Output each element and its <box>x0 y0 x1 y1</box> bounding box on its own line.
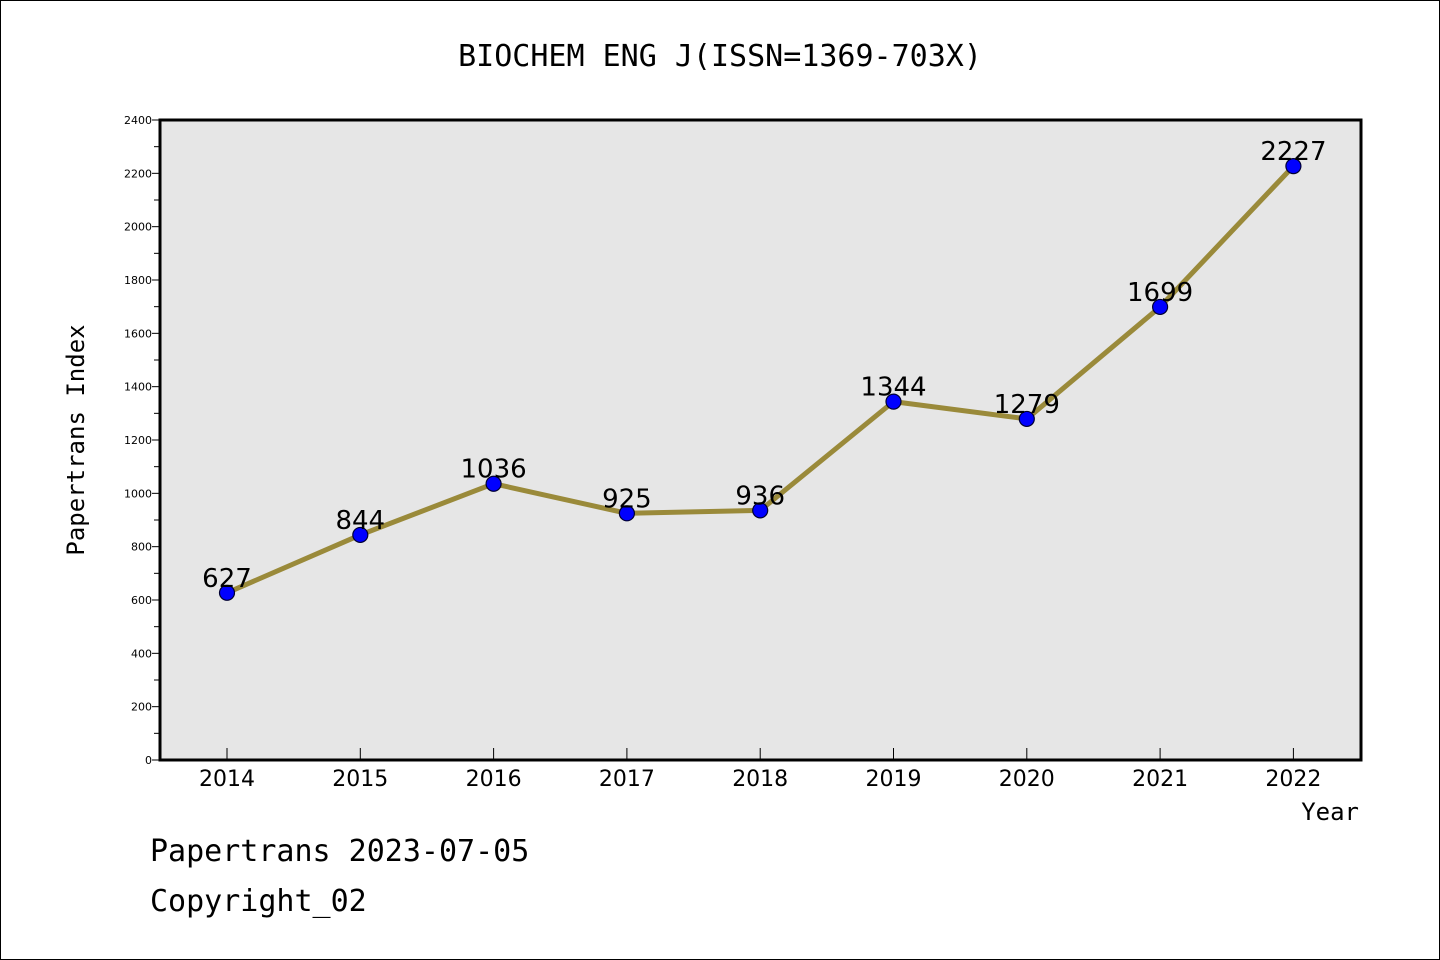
x-tick-label: 2015 <box>332 767 388 792</box>
x-axis: 2014 2015 2016 2017 2018 2019 2020 2021 2022 <box>199 748 1321 792</box>
x-tick-label: 2020 <box>999 767 1055 792</box>
data-label: 627 <box>202 564 252 594</box>
data-point <box>352 526 369 544</box>
data-point <box>218 584 236 601</box>
data-label: 2227 <box>1260 137 1326 167</box>
data-label: 1279 <box>994 390 1060 420</box>
y-tick-label: 1000 <box>124 487 152 500</box>
y-tick-label: 2000 <box>124 221 152 234</box>
x-tick-label: 2017 <box>599 767 655 792</box>
data-label: 936 <box>735 481 785 511</box>
y-tick-label: 1600 <box>124 327 152 340</box>
x-tick-label: 2019 <box>866 767 922 792</box>
plot-area <box>158 118 1363 762</box>
series-layer: 627 844 1036 925 936 1344 1279 1699 2227 <box>202 137 1326 601</box>
x-tick-label: 2016 <box>466 767 522 792</box>
data-point <box>1285 158 1302 175</box>
y-tick-label: 600 <box>131 594 152 607</box>
x-tick-label: 2022 <box>1265 767 1321 792</box>
y-tick-label: 200 <box>131 701 152 714</box>
footer-date: Papertrans 2023-07-05 <box>150 834 530 869</box>
data-point <box>1151 298 1169 316</box>
y-tick-label: 2400 <box>124 114 152 127</box>
data-label: 1344 <box>860 373 926 403</box>
data-point <box>885 393 902 410</box>
y-axis-label: Papertrans Index <box>62 324 90 555</box>
y-tick-label: 0 <box>145 754 152 767</box>
y-axis: 0 200 400 600 800 1000 1200 1400 1600 1800 2000 220… <box>124 114 160 767</box>
y-tick-label: 1400 <box>124 381 152 394</box>
y-tick-label: 1800 <box>124 274 152 287</box>
x-tick-label: 2018 <box>732 767 788 792</box>
data-point <box>1018 410 1035 428</box>
y-tick-label: 400 <box>131 647 152 660</box>
y-tick-label: 2200 <box>124 167 152 180</box>
data-point <box>752 502 769 519</box>
x-tick-label: 2021 <box>1132 767 1188 792</box>
footer-copyright: Copyright_02 <box>150 884 367 919</box>
data-label: 925 <box>602 484 652 514</box>
data-point <box>485 475 502 492</box>
chart-title: BIOCHEM ENG J(ISSN=1369-703X) <box>458 39 982 74</box>
x-tick-label: 2014 <box>199 767 255 792</box>
data-label: 1699 <box>1127 278 1193 308</box>
data-label: 844 <box>335 506 385 536</box>
x-axis-label: Year <box>1301 798 1359 826</box>
y-tick-label: 800 <box>131 541 152 554</box>
data-point <box>618 505 636 522</box>
y-tick-label: 1200 <box>124 434 152 447</box>
data-label: 1036 <box>461 455 527 485</box>
